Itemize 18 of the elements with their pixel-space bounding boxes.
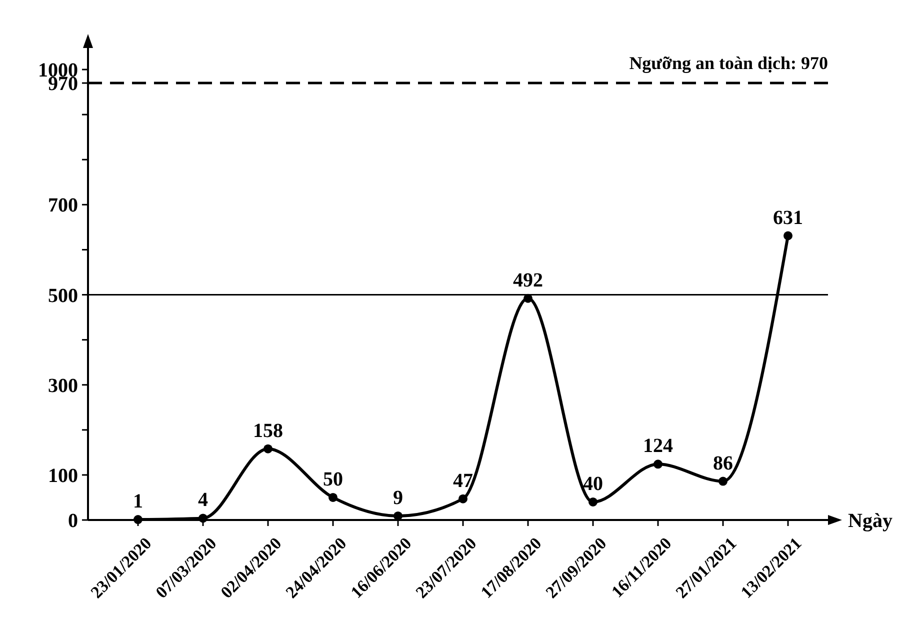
data-label: 40 xyxy=(583,472,603,495)
y-tick-label: 500 xyxy=(48,284,78,307)
y-tick-label: 100 xyxy=(48,464,78,487)
ref-line-label: Ngưỡng an toàn dịch: 970 xyxy=(629,53,828,74)
data-label: 47 xyxy=(453,470,473,492)
y-tick-label: 700 xyxy=(48,194,78,217)
data-label: 492 xyxy=(513,269,543,292)
data-label: 9 xyxy=(393,486,403,509)
x-axis-title: Ngày xyxy=(848,510,892,532)
data-label: 631 xyxy=(773,206,803,229)
y-tick-label: 300 xyxy=(48,374,78,397)
data-label: 86 xyxy=(713,452,733,474)
data-label: 50 xyxy=(323,468,343,490)
y-tick-label: 0 xyxy=(68,510,78,532)
data-label: 1 xyxy=(133,490,143,513)
data-label: 158 xyxy=(253,420,283,442)
data-label: 4 xyxy=(198,489,208,512)
data-label: 124 xyxy=(643,435,673,458)
